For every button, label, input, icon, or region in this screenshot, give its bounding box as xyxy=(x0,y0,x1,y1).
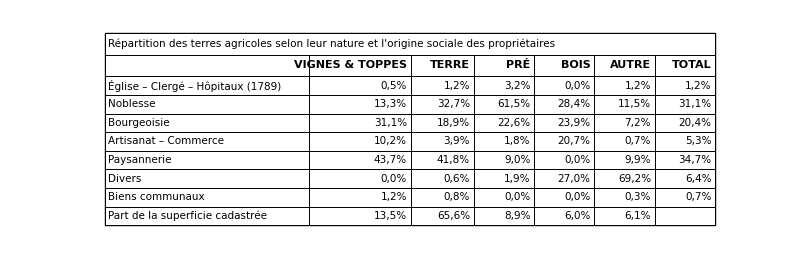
Text: 43,7%: 43,7% xyxy=(374,155,407,165)
Text: Divers: Divers xyxy=(108,174,142,184)
Text: 0,0%: 0,0% xyxy=(565,155,590,165)
Text: Biens communaux: Biens communaux xyxy=(108,193,205,202)
Text: 1,9%: 1,9% xyxy=(504,174,530,184)
Text: 1,2%: 1,2% xyxy=(381,193,407,202)
Text: 0,6%: 0,6% xyxy=(444,174,470,184)
Text: 20,7%: 20,7% xyxy=(558,136,590,146)
Text: 8,9%: 8,9% xyxy=(504,211,530,221)
Text: 3,9%: 3,9% xyxy=(443,136,470,146)
Text: 3,2%: 3,2% xyxy=(504,80,530,91)
Text: 22,6%: 22,6% xyxy=(498,118,530,128)
Text: 0,0%: 0,0% xyxy=(381,174,407,184)
Text: TOTAL: TOTAL xyxy=(672,60,711,70)
Text: Part de la superficie cadastrée: Part de la superficie cadastrée xyxy=(108,211,267,221)
Text: 28,4%: 28,4% xyxy=(558,99,590,109)
Text: 34,7%: 34,7% xyxy=(678,155,711,165)
Text: Bourgeoisie: Bourgeoisie xyxy=(108,118,170,128)
Text: 11,5%: 11,5% xyxy=(618,99,651,109)
Text: 69,2%: 69,2% xyxy=(618,174,651,184)
Text: 41,8%: 41,8% xyxy=(437,155,470,165)
Bar xyxy=(105,151,715,169)
Text: 61,5%: 61,5% xyxy=(498,99,530,109)
Text: 32,7%: 32,7% xyxy=(437,99,470,109)
Text: 10,2%: 10,2% xyxy=(374,136,407,146)
Text: 0,8%: 0,8% xyxy=(444,193,470,202)
Text: Paysannerie: Paysannerie xyxy=(108,155,171,165)
Text: 1,8%: 1,8% xyxy=(504,136,530,146)
Text: 9,0%: 9,0% xyxy=(504,155,530,165)
Text: 6,1%: 6,1% xyxy=(625,211,651,221)
Text: 31,1%: 31,1% xyxy=(374,118,407,128)
Text: 20,4%: 20,4% xyxy=(678,118,711,128)
Bar xyxy=(105,55,715,76)
Text: 65,6%: 65,6% xyxy=(437,211,470,221)
Text: 6,4%: 6,4% xyxy=(685,174,711,184)
Bar xyxy=(105,169,715,188)
Text: 18,9%: 18,9% xyxy=(437,118,470,128)
Bar xyxy=(105,76,715,95)
Text: 31,1%: 31,1% xyxy=(678,99,711,109)
Text: TERRE: TERRE xyxy=(430,60,470,70)
Text: 1,2%: 1,2% xyxy=(443,80,470,91)
Bar xyxy=(105,207,715,226)
Text: 13,3%: 13,3% xyxy=(374,99,407,109)
Text: 0,0%: 0,0% xyxy=(504,193,530,202)
Text: Répartition des terres agricoles selon leur nature et l'origine sociale des prop: Répartition des terres agricoles selon l… xyxy=(108,39,555,49)
Bar xyxy=(105,95,715,113)
Text: VIGNES & TOPPES: VIGNES & TOPPES xyxy=(294,60,407,70)
Text: 0,0%: 0,0% xyxy=(565,193,590,202)
Bar xyxy=(105,132,715,151)
Text: 1,2%: 1,2% xyxy=(625,80,651,91)
Text: 0,0%: 0,0% xyxy=(565,80,590,91)
Bar xyxy=(105,33,715,55)
Text: Noblesse: Noblesse xyxy=(108,99,155,109)
Text: Artisanat – Commerce: Artisanat – Commerce xyxy=(108,136,224,146)
Text: 1,2%: 1,2% xyxy=(685,80,711,91)
Text: BOIS: BOIS xyxy=(561,60,590,70)
Text: 9,9%: 9,9% xyxy=(625,155,651,165)
Bar xyxy=(105,113,715,132)
Text: 7,2%: 7,2% xyxy=(625,118,651,128)
Text: 6,0%: 6,0% xyxy=(564,211,590,221)
Bar xyxy=(105,188,715,207)
Text: Église – Clergé – Hôpitaux (1789): Église – Clergé – Hôpitaux (1789) xyxy=(108,80,282,91)
Text: 13,5%: 13,5% xyxy=(374,211,407,221)
Text: 0,7%: 0,7% xyxy=(685,193,711,202)
Text: 0,5%: 0,5% xyxy=(381,80,407,91)
Text: PRÉ: PRÉ xyxy=(506,60,530,70)
Text: 0,7%: 0,7% xyxy=(625,136,651,146)
Text: 0,3%: 0,3% xyxy=(625,193,651,202)
Text: 27,0%: 27,0% xyxy=(558,174,590,184)
Text: 23,9%: 23,9% xyxy=(558,118,590,128)
Text: AUTRE: AUTRE xyxy=(610,60,651,70)
Text: 5,3%: 5,3% xyxy=(685,136,711,146)
